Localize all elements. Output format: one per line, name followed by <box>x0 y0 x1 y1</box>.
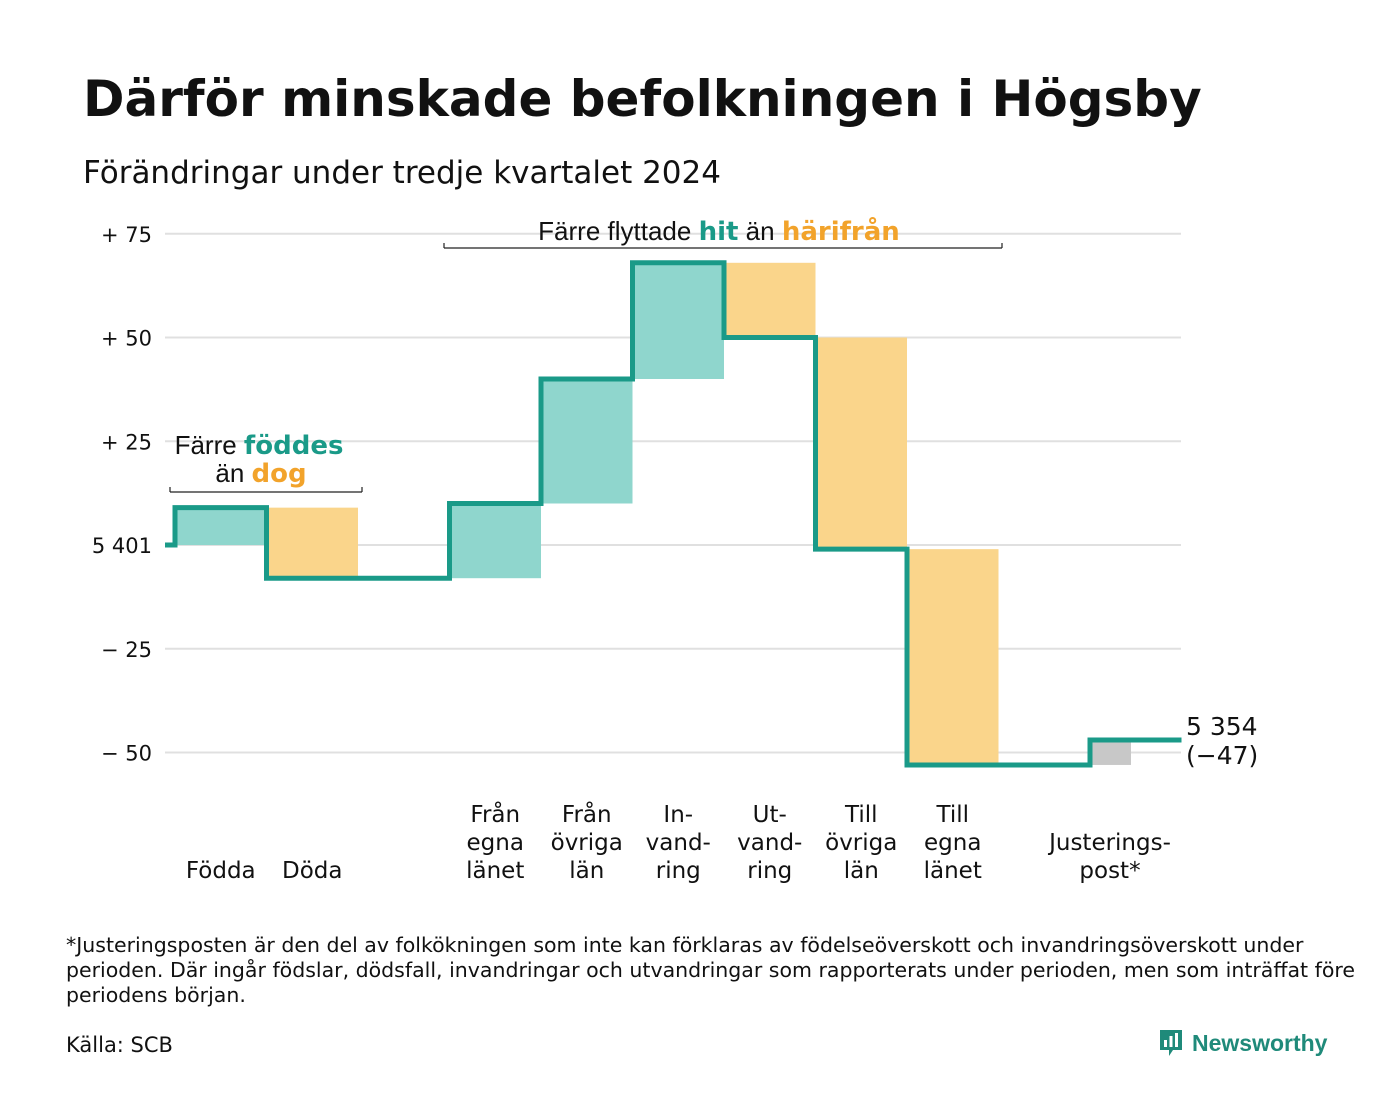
x-axis-label: Till <box>844 802 878 828</box>
moves-annotation-highlight-hit: hit <box>699 217 739 247</box>
y-tick-label: − 25 <box>101 638 152 662</box>
x-axis-label: Från <box>470 800 520 828</box>
x-axis-label: övriga <box>825 830 897 856</box>
waterfall-bar <box>1091 740 1131 765</box>
x-axis-label: Ut- <box>753 802 787 828</box>
x-axis-label: Från <box>562 800 612 828</box>
y-axis-ticks: + 75 + 50 + 25 5 401 − 25 − 50 <box>92 223 152 766</box>
y-tick-label: 5 401 <box>92 534 152 558</box>
y-tick-label: + 75 <box>101 223 152 247</box>
page-title: Därför minskade befolkningen i Högsby <box>83 70 1202 128</box>
y-tick-label: + 50 <box>101 327 152 351</box>
x-axis-label: ring <box>747 858 792 884</box>
births-annotation-line2-prefix: än <box>215 458 244 488</box>
waterfall-bar <box>815 337 907 550</box>
footnote: *Justeringsposten är den del av folkökni… <box>66 933 1355 1007</box>
births-annotation-line1: Färre föddes <box>175 430 344 461</box>
moves-annotation-text: Färre flyttade hit än härifrån <box>538 215 900 247</box>
end-value-label: 5 354 (−47) <box>1186 712 1258 770</box>
x-axis-labels: Födda DödaFrånegnalänetFrånövrigalänIn-va… <box>186 800 1171 884</box>
x-axis-label: Födda <box>186 858 256 884</box>
brand-name: Newsworthy <box>1192 1029 1328 1056</box>
x-axis-label: In- <box>663 802 693 828</box>
waterfall-bar <box>266 507 358 579</box>
step-lines <box>165 260 1182 768</box>
deaths-annotation-highlight: dog <box>252 459 307 489</box>
x-axis-label: län <box>569 858 604 884</box>
x-axis-label: ring <box>656 858 701 884</box>
moves-annotation-middle: än <box>746 216 775 246</box>
waterfall-bar <box>449 503 541 579</box>
brand-logo[interactable]: Newsworthy <box>1158 1028 1327 1058</box>
source-credit: Källa: SCB <box>66 1033 173 1057</box>
births-deaths-annotation: Färre föddes än dog <box>169 430 363 493</box>
grid-lines <box>165 232 1181 754</box>
x-axis-label: länet <box>466 858 524 884</box>
x-axis-label: Justerings- <box>1047 830 1171 856</box>
y-tick-label: + 25 <box>101 430 152 454</box>
births-annotation-line2: än dog <box>215 458 306 489</box>
x-axis-label: Till <box>935 802 969 828</box>
x-axis-label: vand- <box>737 830 802 856</box>
waterfall-bar <box>541 379 633 504</box>
x-axis-label: länet <box>924 858 982 884</box>
step-line <box>165 260 1182 768</box>
x-axis-label: Döda <box>282 858 342 884</box>
waterfall-bar <box>907 549 999 765</box>
moves-annotation-prefix: Färre flyttade <box>538 216 691 246</box>
x-axis-label: övriga <box>551 830 623 856</box>
bars <box>175 262 1131 765</box>
waterfall-bar <box>632 262 724 379</box>
x-axis-label: post* <box>1079 858 1140 884</box>
x-axis-label: egna <box>467 830 524 856</box>
moves-annotation: Färre flyttade hit än härifrån <box>443 215 1003 249</box>
waterfall-chart: + 75+ 50+ 255 401− 25− 50 Födda DödaFråne… <box>92 215 1258 884</box>
x-axis-label: egna <box>924 830 981 856</box>
waterfall-bar <box>724 262 816 338</box>
newsworthy-logo-icon <box>1160 1030 1182 1056</box>
moves-annotation-highlight-harifran: härifrån <box>782 215 900 247</box>
end-value: 5 354 <box>1186 712 1258 741</box>
end-change: (−47) <box>1186 741 1258 770</box>
births-annotation-highlight: föddes <box>244 431 344 461</box>
x-axis-label: vand- <box>646 830 711 856</box>
waterfall-bar <box>175 507 267 545</box>
y-tick-label: − 50 <box>101 742 152 766</box>
births-annotation-prefix: Färre <box>175 430 237 460</box>
page-subtitle: Förändringar under tredje kvartalet 2024 <box>83 155 721 191</box>
x-axis-label: län <box>844 858 879 884</box>
